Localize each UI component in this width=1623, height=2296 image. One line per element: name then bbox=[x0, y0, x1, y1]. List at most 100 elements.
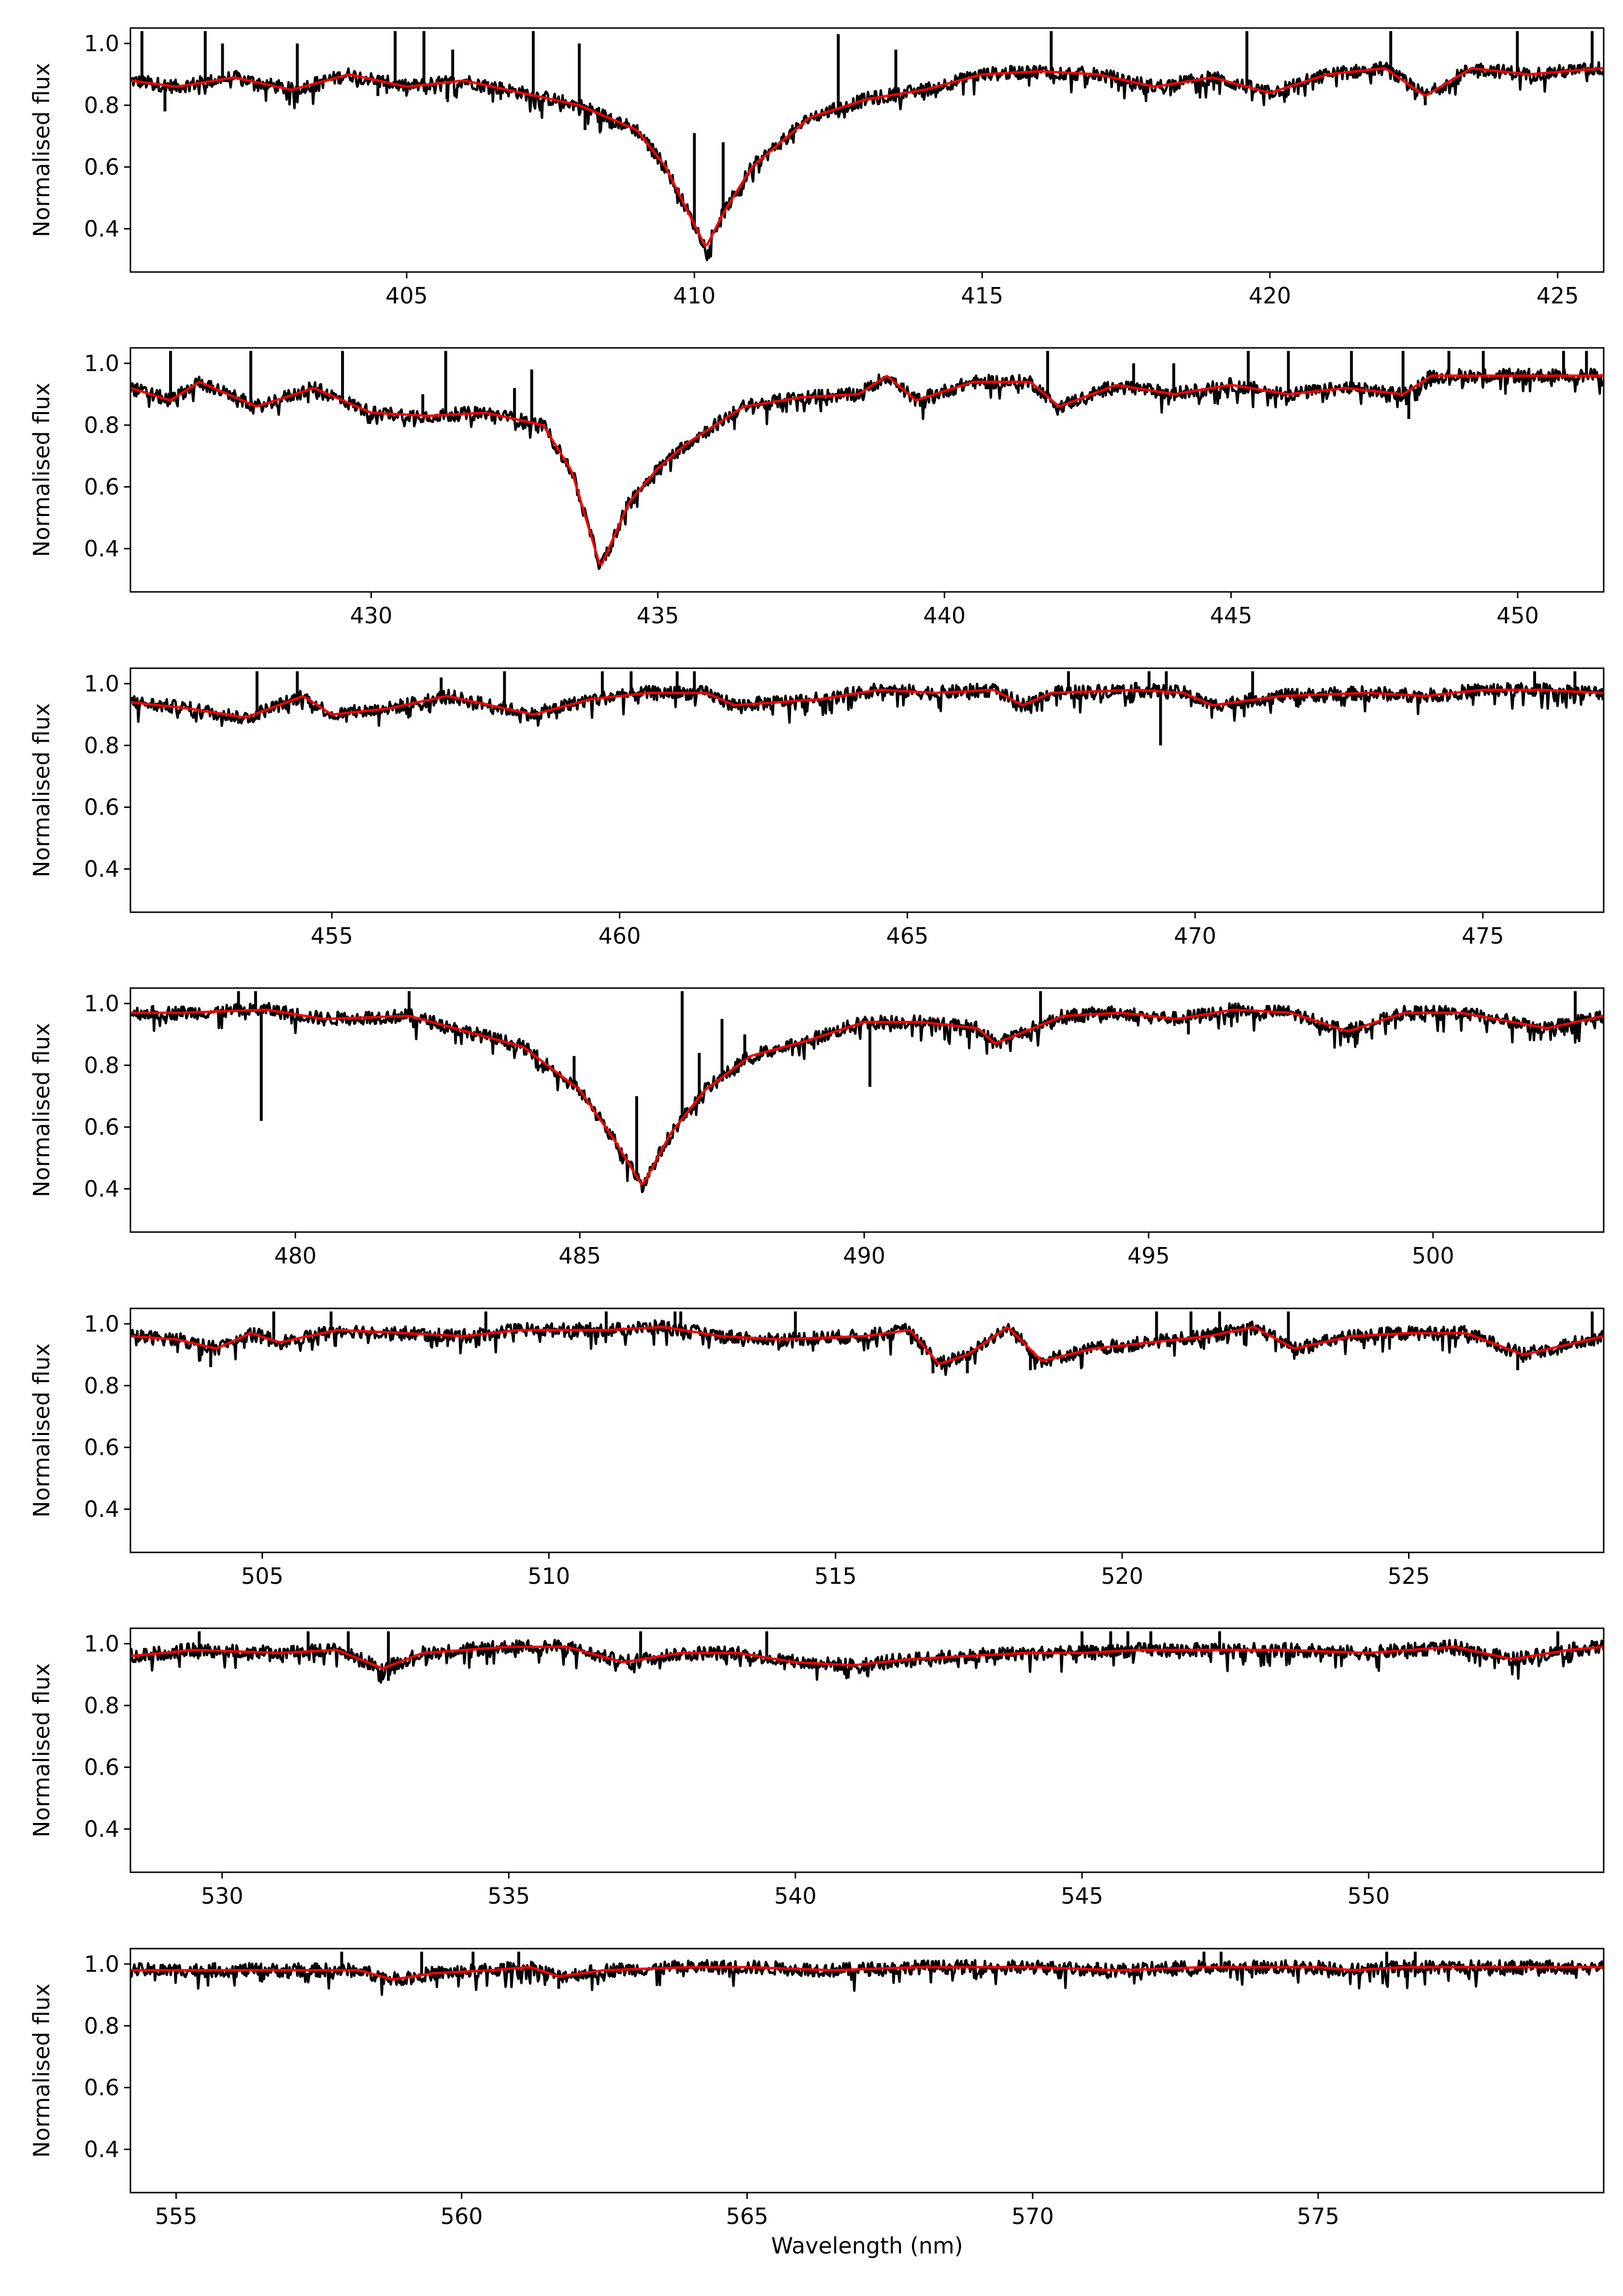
x-tick-label: 410 bbox=[673, 283, 716, 309]
x-tick-label: 545 bbox=[1061, 1883, 1103, 1909]
observed-spectrum-line bbox=[130, 1319, 1604, 1376]
axes-frame bbox=[129, 667, 1605, 913]
plot-area bbox=[130, 1631, 1604, 1684]
y-tick-label: 0.8 bbox=[84, 732, 119, 759]
y-tick-label: 0.6 bbox=[84, 2075, 119, 2101]
y-tick-label: 1.0 bbox=[84, 350, 119, 376]
y-tick-label: 0.6 bbox=[84, 1754, 119, 1780]
x-tick-label: 440 bbox=[923, 603, 966, 629]
plot-area bbox=[130, 351, 1604, 570]
panel-5: 505 510 515 520 525 0.4 0.6 0.8 1.0 Normalised fl… bbox=[28, 1307, 1605, 1589]
x-tick-label: 405 bbox=[385, 283, 428, 309]
x-tick-label: 500 bbox=[1412, 1243, 1454, 1269]
x-tick-label: 495 bbox=[1127, 1243, 1170, 1269]
y-tick-label: 0.8 bbox=[84, 92, 119, 118]
model-spectrum-line bbox=[130, 374, 1604, 565]
y-axis-label: Normalised flux bbox=[28, 1343, 55, 1518]
y-tick-label: 0.6 bbox=[84, 1435, 119, 1461]
model-spectrum-line bbox=[130, 67, 1604, 247]
y-tick-label: 0.4 bbox=[84, 2137, 119, 2163]
model-spectrum-line bbox=[130, 689, 1604, 719]
x-tick-label: 465 bbox=[886, 923, 928, 949]
y-tick-label: 1.0 bbox=[84, 1631, 119, 1657]
panel-6: 530 535 540 545 550 0.4 0.6 0.8 1.0 Normalised fl… bbox=[28, 1627, 1605, 1909]
plot-area bbox=[130, 1952, 1604, 1996]
x-tick-label: 475 bbox=[1462, 923, 1504, 949]
x-tick-label: 445 bbox=[1210, 603, 1253, 629]
spectrum-panels: 405 410 415 420 425 0.4 0.6 0.8 1.0 Normalised fl… bbox=[28, 27, 1605, 2259]
plot-area bbox=[130, 991, 1604, 1193]
x-tick-label: 515 bbox=[814, 1563, 857, 1589]
x-tick-label: 540 bbox=[774, 1883, 817, 1909]
observed-spectrum-line bbox=[130, 1002, 1604, 1193]
y-tick-label: 0.6 bbox=[84, 1114, 119, 1140]
x-tick-label: 430 bbox=[350, 603, 393, 629]
x-tick-label: 490 bbox=[843, 1243, 885, 1269]
model-spectrum-line bbox=[130, 1325, 1604, 1365]
x-tick-label: 555 bbox=[155, 2203, 198, 2229]
x-tick-label: 510 bbox=[527, 1563, 570, 1589]
y-axis-label: Normalised flux bbox=[28, 703, 55, 877]
x-tick-label: 480 bbox=[274, 1243, 317, 1269]
plot-area bbox=[130, 671, 1604, 746]
y-tick-label: 0.4 bbox=[84, 1496, 119, 1522]
x-tick-label: 505 bbox=[241, 1563, 284, 1589]
x-tick-label: 455 bbox=[311, 923, 353, 949]
y-axis-label: Normalised flux bbox=[28, 383, 55, 557]
axes-frame bbox=[129, 1307, 1605, 1553]
x-tick-label: 535 bbox=[487, 1883, 530, 1909]
x-tick-label: 565 bbox=[726, 2203, 769, 2229]
y-axis-label: Normalised flux bbox=[28, 1023, 55, 1197]
y-tick-label: 1.0 bbox=[84, 1951, 119, 1977]
panel-1: 405 410 415 420 425 0.4 0.6 0.8 1.0 Normalised fl… bbox=[28, 27, 1605, 309]
panel-7: 555 560 565 570 575 0.4 0.6 0.8 1.0 Normalised fl… bbox=[28, 1948, 1605, 2259]
axes-frame bbox=[129, 987, 1605, 1233]
x-tick-label: 530 bbox=[201, 1883, 243, 1909]
model-spectrum-line bbox=[130, 1966, 1604, 1981]
panel-3: 455 460 465 470 475 0.4 0.6 0.8 1.0 Normalised fl… bbox=[28, 667, 1605, 949]
x-tick-label: 460 bbox=[598, 923, 641, 949]
y-tick-label: 1.0 bbox=[84, 671, 119, 697]
y-tick-label: 0.6 bbox=[84, 794, 119, 820]
y-tick-label: 0.6 bbox=[84, 474, 119, 500]
y-tick-label: 1.0 bbox=[84, 990, 119, 1017]
y-axis-label: Normalised flux bbox=[28, 1983, 55, 2158]
x-tick-label: 575 bbox=[1297, 2203, 1339, 2229]
x-tick-label: 485 bbox=[558, 1243, 601, 1269]
y-tick-label: 1.0 bbox=[84, 1311, 119, 1337]
observed-spectrum-line bbox=[130, 1959, 1604, 1996]
y-tick-label: 0.8 bbox=[84, 1373, 119, 1399]
model-spectrum-line bbox=[130, 1008, 1604, 1185]
y-tick-label: 0.4 bbox=[84, 1816, 119, 1842]
y-tick-label: 0.8 bbox=[84, 412, 119, 438]
x-axis-label: Wavelength (nm) bbox=[771, 2233, 963, 2259]
axes-frame bbox=[129, 1948, 1605, 2194]
axes-frame bbox=[129, 1627, 1605, 1873]
x-tick-label: 550 bbox=[1348, 1883, 1390, 1909]
x-tick-label: 420 bbox=[1249, 283, 1291, 309]
model-spectrum-line bbox=[130, 1645, 1604, 1670]
x-tick-label: 570 bbox=[1011, 2203, 1054, 2229]
y-axis-label: Normalised flux bbox=[28, 1663, 55, 1837]
y-tick-label: 0.8 bbox=[84, 1052, 119, 1078]
panel-4: 480 485 490 495 500 0.4 0.6 0.8 1.0 Normalised fl… bbox=[28, 987, 1605, 1269]
x-tick-label: 560 bbox=[441, 2203, 483, 2229]
y-tick-label: 0.4 bbox=[84, 856, 119, 882]
y-tick-label: 0.8 bbox=[84, 1693, 119, 1719]
y-tick-label: 0.4 bbox=[84, 1176, 119, 1202]
plot-area bbox=[130, 1311, 1604, 1376]
x-tick-label: 415 bbox=[961, 283, 1003, 309]
y-tick-label: 1.0 bbox=[84, 30, 119, 57]
y-axis-label: Normalised flux bbox=[28, 63, 55, 237]
axes-frame bbox=[129, 27, 1605, 273]
x-tick-label: 520 bbox=[1101, 1563, 1143, 1589]
x-tick-label: 435 bbox=[637, 603, 679, 629]
x-tick-label: 470 bbox=[1174, 923, 1216, 949]
y-tick-label: 0.4 bbox=[84, 216, 119, 242]
x-tick-label: 525 bbox=[1388, 1563, 1430, 1589]
x-tick-label: 450 bbox=[1496, 603, 1539, 629]
axes-frame bbox=[129, 347, 1605, 593]
x-tick-label: 425 bbox=[1537, 283, 1579, 309]
